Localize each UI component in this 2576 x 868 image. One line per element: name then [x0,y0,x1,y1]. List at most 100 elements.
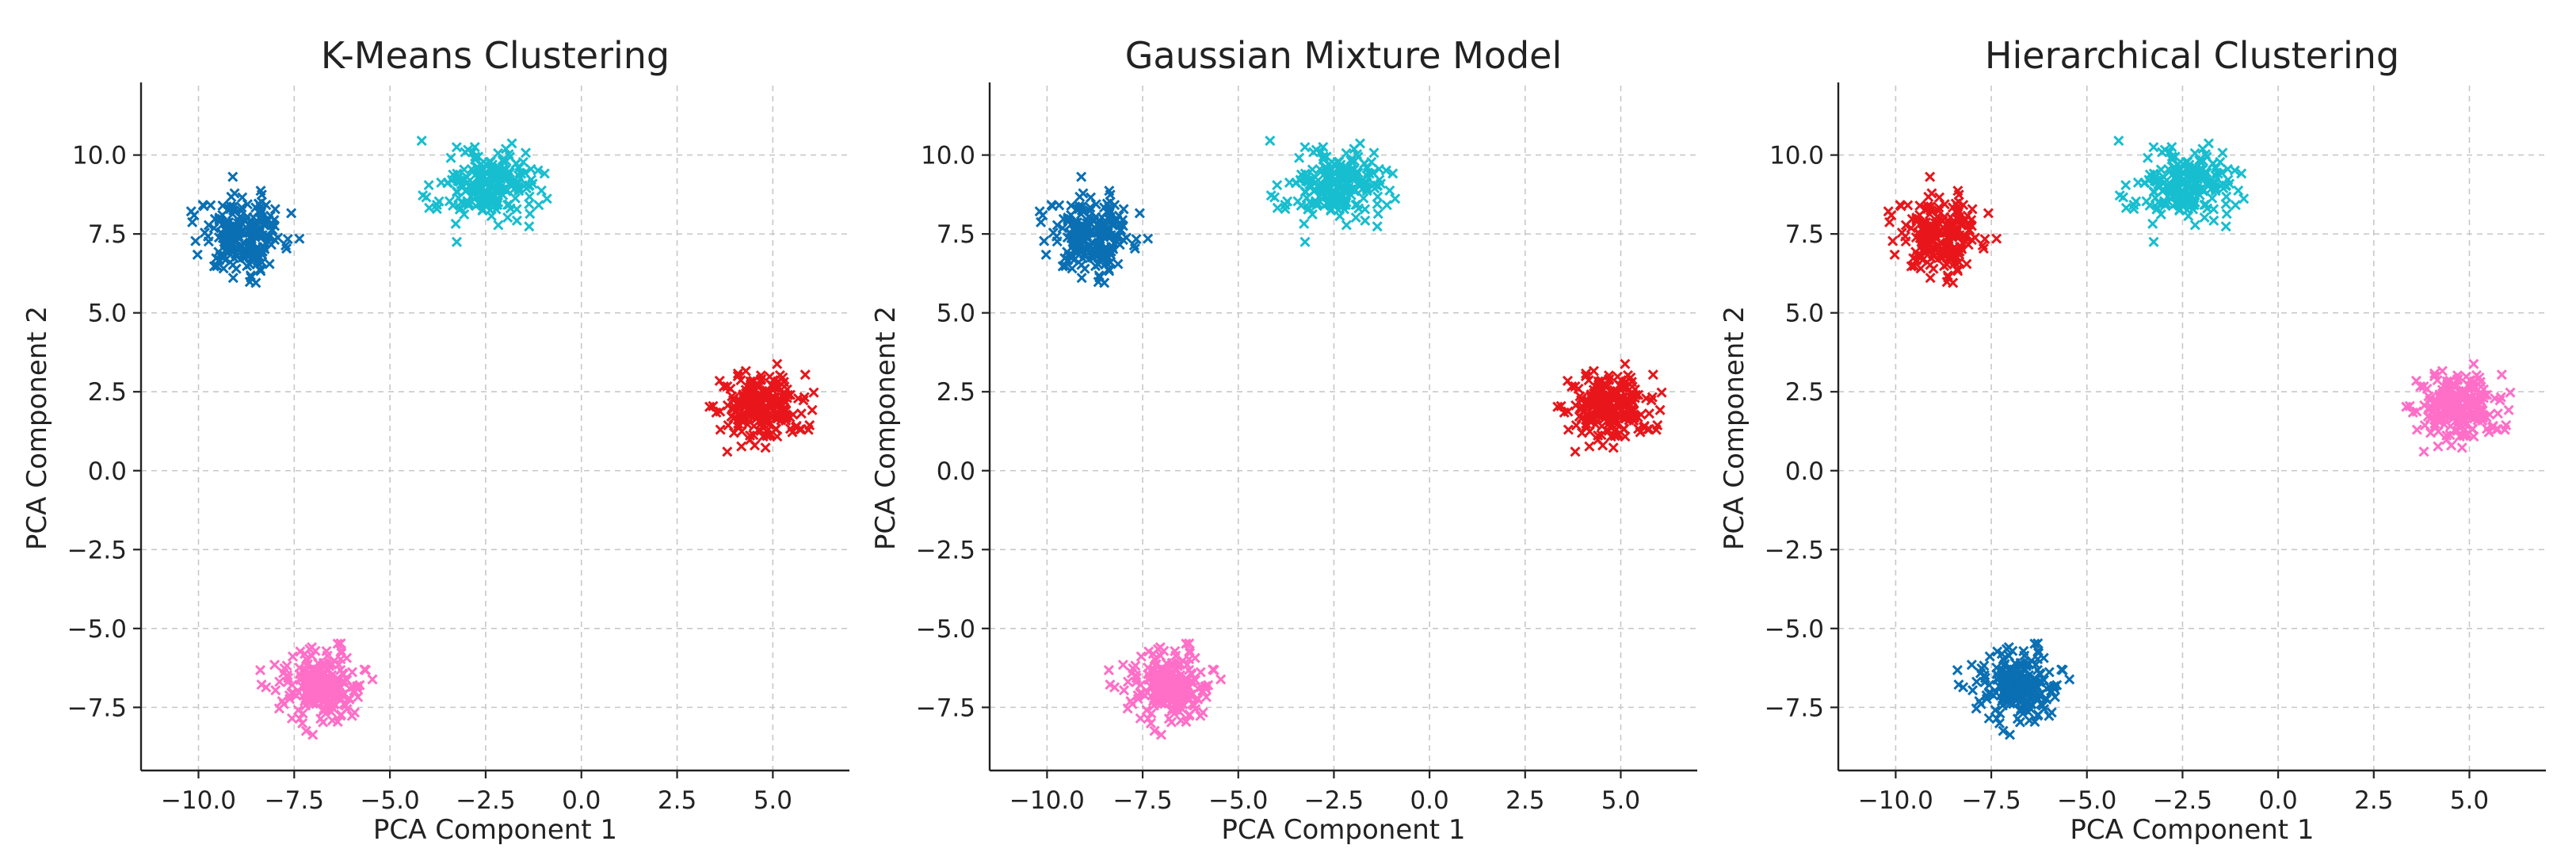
data-point [1642,424,1653,435]
data-point [1303,204,1314,215]
data-point [1170,650,1181,661]
data-point [1195,667,1206,678]
data-point [1946,227,1957,238]
data-point [208,223,219,234]
data-point [1933,202,1944,213]
data-point [307,729,319,740]
data-point [524,180,535,191]
data-point [1322,198,1333,209]
data-point [1037,210,1048,221]
data-point [1909,260,1920,272]
data-point [452,175,464,186]
data-point [1588,365,1599,377]
data-point [2189,200,2200,211]
data-point [1954,230,1965,241]
data-point [1632,423,1644,434]
data-point [1208,664,1219,675]
data-point [2048,681,2059,692]
data-point [2429,368,2441,379]
data-point [784,423,796,434]
data-point [1350,212,1361,224]
data-point [1039,235,1050,247]
data-point [796,408,807,419]
data-point [1938,261,1950,272]
data-point [1324,159,1335,170]
data-point [2189,187,2200,198]
data-point [1353,203,1364,214]
data-point [511,215,522,226]
data-point [2202,178,2213,189]
data-point [761,407,772,419]
data-point [1971,703,1982,714]
data-point [1135,651,1147,662]
y-tick-label: 0.0 [88,457,127,486]
data-point [423,179,434,191]
data-point [1886,210,1897,221]
data-point [1090,250,1101,261]
data-point [1314,191,1325,202]
data-point [1294,152,1305,163]
y-tick-label: 0.0 [1785,457,1824,486]
data-point [1092,240,1103,251]
x-tick-label: −2.5 [456,786,515,815]
data-point [1359,158,1370,169]
data-point [1341,147,1352,159]
data-point [2170,198,2181,209]
data-point [1983,208,1994,219]
data-point [1563,424,1574,435]
cluster-3 [704,358,819,457]
data-point [804,419,815,430]
data-point [237,192,248,203]
data-point [1164,671,1175,682]
data-point [1115,225,1126,236]
data-point [1962,210,1973,221]
data-point [1105,230,1116,241]
data-point [1149,725,1160,736]
data-point [740,384,751,396]
data-point [452,187,463,198]
y-tick-label: 7.5 [937,220,975,249]
cluster-1 [1034,171,1154,289]
data-point [807,404,818,415]
data-point [2236,168,2247,179]
data-point [2466,396,2478,407]
data-point [1215,674,1227,685]
data-point [1340,200,1351,211]
data-point [2041,694,2052,705]
data-point [1562,375,1574,386]
data-point [257,230,268,241]
data-point [1601,379,1612,390]
data-point [359,664,370,675]
data-point [1117,660,1128,671]
data-point [1601,388,1612,400]
data-point [502,212,513,224]
data-point [1979,233,1990,245]
data-point [1036,216,1047,228]
data-point [1350,171,1361,182]
data-point [734,408,745,419]
data-point [1101,198,1112,209]
data-point [1076,273,1087,284]
data-point [459,164,470,175]
data-point [2009,690,2020,702]
data-point [315,671,326,682]
data-point [1963,225,1975,236]
data-point [1063,215,1074,227]
data-point [2041,683,2052,694]
data-point [1148,700,1159,711]
data-point [2505,387,2516,398]
data-point [253,206,264,217]
data-point [1608,442,1619,453]
x-tick-label: 2.5 [658,786,696,815]
data-point [502,171,513,182]
data-point [2212,168,2223,179]
data-point [475,176,486,187]
data-point [2472,415,2483,426]
data-point [1060,260,1071,272]
data-point [454,204,465,215]
data-point [510,158,521,169]
data-point [1163,713,1174,725]
data-point [1328,194,1340,205]
data-point [2441,430,2452,441]
scatter-panel-1: −10.0 −7.5 −5.0 −2.5 0.0 2.5 5.0 −7.5 −5.0 −2.5 0.… [21,34,849,846]
